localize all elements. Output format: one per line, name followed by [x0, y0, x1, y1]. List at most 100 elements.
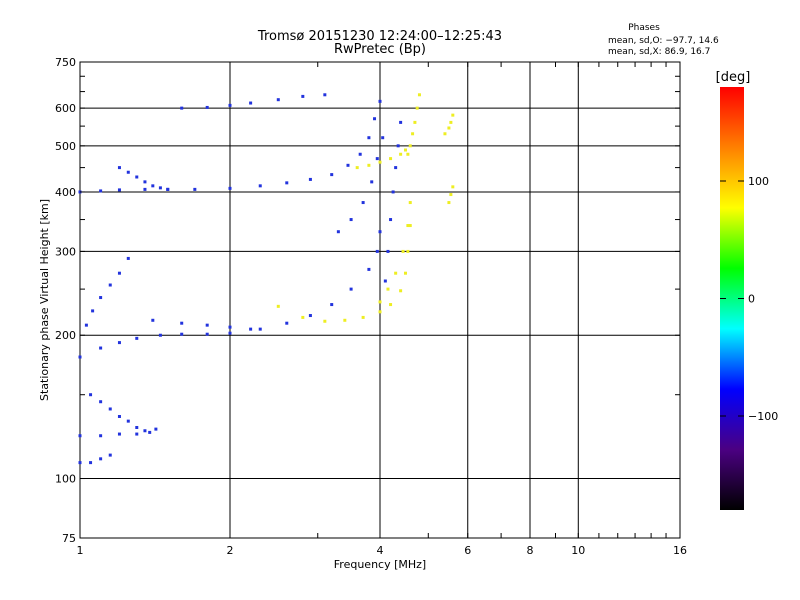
data-point [276, 304, 280, 308]
x-axis-tick-labels: 1 2 4 6 8 10 16 [77, 544, 688, 557]
chart-title: Tromsø 20151230 12:24:00–12:25:43 [257, 29, 502, 44]
data-point [117, 341, 121, 345]
data-point [367, 136, 371, 140]
colorbar-tick-label: 0 [748, 293, 755, 306]
data-point [361, 315, 365, 319]
data-point [84, 323, 88, 327]
data-point [108, 283, 112, 287]
grid-lines [80, 62, 680, 538]
data-point [381, 136, 385, 140]
x-tick-label: 1 [77, 544, 84, 557]
colorbar-label: [deg] [716, 70, 751, 85]
data-point [378, 99, 382, 103]
data-point [228, 325, 232, 329]
data-point [375, 157, 379, 161]
y-tick-label: 200 [55, 329, 76, 342]
data-point [228, 331, 232, 335]
data-point [330, 303, 334, 307]
data-points [78, 93, 455, 465]
data-point [413, 120, 417, 124]
data-point [411, 132, 415, 136]
data-point [228, 186, 232, 190]
data-point [451, 113, 455, 117]
data-point [143, 187, 147, 191]
data-point [151, 184, 155, 188]
data-point [394, 271, 398, 275]
data-point [415, 106, 419, 110]
data-point [89, 461, 93, 465]
data-point [399, 289, 403, 293]
data-point [399, 120, 403, 124]
data-point [391, 190, 395, 194]
data-point [408, 201, 412, 205]
axis-ticks [79, 61, 681, 539]
data-point [346, 163, 350, 167]
data-point [180, 332, 184, 336]
data-point [126, 419, 130, 423]
data-point [394, 166, 398, 170]
data-point [383, 279, 387, 283]
data-point [249, 327, 253, 331]
data-point [330, 173, 334, 177]
x-tick-label: 6 [464, 544, 471, 557]
data-point [78, 355, 82, 359]
data-point [117, 414, 121, 418]
data-point [386, 287, 390, 291]
data-point [361, 201, 365, 205]
data-point [258, 184, 262, 188]
data-point [449, 193, 453, 197]
x-tick-label: 4 [377, 544, 384, 557]
data-point [78, 434, 82, 438]
data-point [447, 201, 451, 205]
data-point [276, 98, 280, 102]
data-point [205, 323, 209, 327]
data-point [193, 187, 197, 191]
legend-line-o: mean, sd,O: −97.7, 14.6 [608, 36, 719, 46]
data-point [135, 336, 139, 340]
data-point [99, 434, 103, 438]
data-point [451, 185, 455, 189]
chart-subtitle: RwPretec (Bp) [334, 42, 426, 57]
plot-area [78, 61, 681, 539]
data-point [406, 152, 410, 156]
data-point [396, 144, 400, 148]
data-point [375, 249, 379, 253]
colorbar-tick-label: 100 [748, 175, 769, 188]
legend-title: Phases [628, 23, 660, 33]
data-point [228, 103, 232, 107]
data-point [401, 249, 405, 253]
data-point [285, 181, 289, 185]
x-tick-label: 2 [227, 544, 234, 557]
data-point [323, 319, 327, 323]
data-point [301, 315, 305, 319]
data-point [323, 93, 327, 97]
data-point [399, 152, 403, 156]
series-x-mode [276, 93, 455, 323]
y-tick-label: 300 [55, 245, 76, 258]
data-point [349, 218, 353, 222]
data-point [126, 170, 130, 174]
data-point [143, 429, 147, 433]
colorbar: [deg] 100 0 −100 [716, 70, 778, 510]
data-point [443, 132, 447, 136]
data-point [99, 400, 103, 404]
data-point [373, 117, 377, 121]
colorbar-ticks: 100 0 −100 [720, 175, 778, 423]
data-point [135, 432, 139, 436]
data-point [389, 303, 393, 307]
data-point [78, 461, 82, 465]
colorbar-tick-label: −100 [748, 410, 778, 423]
data-point [143, 180, 147, 184]
y-tick-label: 500 [55, 140, 76, 153]
x-tick-label: 8 [527, 544, 534, 557]
x-tick-label: 16 [673, 544, 687, 557]
data-point [389, 218, 393, 222]
data-point [117, 432, 121, 436]
x-tick-label: 10 [571, 544, 585, 557]
data-point [108, 407, 112, 411]
y-tick-label: 400 [55, 186, 76, 199]
data-point [148, 430, 152, 434]
data-point [249, 101, 253, 105]
y-tick-label: 750 [55, 56, 76, 69]
